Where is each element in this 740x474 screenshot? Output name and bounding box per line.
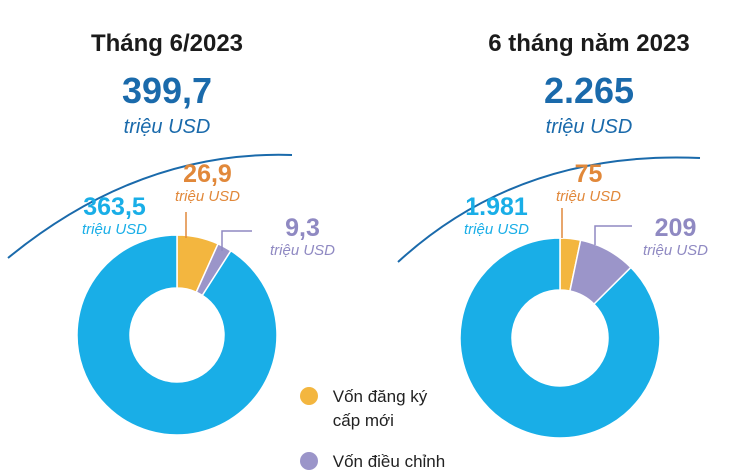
slice-label-orange: 75 triệu USD	[556, 160, 621, 206]
total-value: 2.265	[543, 70, 635, 111]
slice-unit: triệu USD	[556, 188, 622, 205]
slice-value: 75	[574, 160, 603, 188]
slice-label-blue: 1.981 triệu USD	[464, 193, 529, 239]
slice-unit: triệu USD	[464, 221, 530, 238]
total-unit: triệu USD	[545, 116, 633, 138]
legend-swatch-orange	[300, 387, 318, 405]
legend-item-new-capital: Vốn đăng ký cấp mới	[300, 385, 427, 433]
slice-value: 26,9	[183, 160, 232, 188]
slice-unit: triệu USD	[643, 242, 709, 259]
slice-label-blue: 363,5 triệu USD	[82, 193, 147, 239]
legend-label: Vốn điều chỉnh	[332, 452, 446, 471]
decorative-arc	[397, 156, 701, 263]
slice-value: 9,3	[285, 214, 320, 242]
slice-unit: triệu USD	[82, 221, 148, 238]
slice-value: 1.981	[465, 193, 528, 221]
legend-item-adjusted-capital: Vốn điều chỉnh	[300, 450, 445, 474]
slice-value: 363,5	[83, 193, 146, 221]
decorative-arc	[7, 153, 293, 259]
total-unit: triệu USD	[123, 116, 211, 138]
slice-blue	[76, 234, 278, 436]
chart-title: Tháng 6/2023	[90, 30, 244, 57]
legend-label-line1: Vốn đăng ký	[332, 387, 428, 406]
chart-panel-6months: 6 tháng năm 2023 2.265 triệu USD 1.981 t…	[370, 0, 740, 462]
donut-chart-month	[7, 153, 293, 436]
legend-label-line2: cấp mới	[332, 411, 394, 430]
leader-line-purple	[594, 225, 632, 245]
slice-unit: triệu USD	[175, 188, 241, 205]
slice-label-orange: 26,9 triệu USD	[175, 160, 240, 206]
slice-blue	[459, 237, 661, 439]
leader-line-purple	[221, 230, 252, 251]
slice-value: 209	[654, 214, 697, 242]
slice-label-purple: 209 triệu USD	[643, 214, 708, 260]
chart-panel-month: Tháng 6/2023 399,7 triệu USD 363,5 triệu…	[0, 0, 370, 462]
chart-title: 6 tháng năm 2023	[488, 30, 690, 57]
donut-chart-6months	[397, 156, 701, 439]
total-value: 399,7	[121, 70, 213, 111]
legend-swatch-purple	[300, 452, 318, 470]
slice-unit: triệu USD	[270, 242, 336, 259]
slice-label-purple: 9,3 triệu USD	[270, 214, 335, 260]
legend-label: Vốn đăng ký cấp mới	[333, 385, 428, 433]
